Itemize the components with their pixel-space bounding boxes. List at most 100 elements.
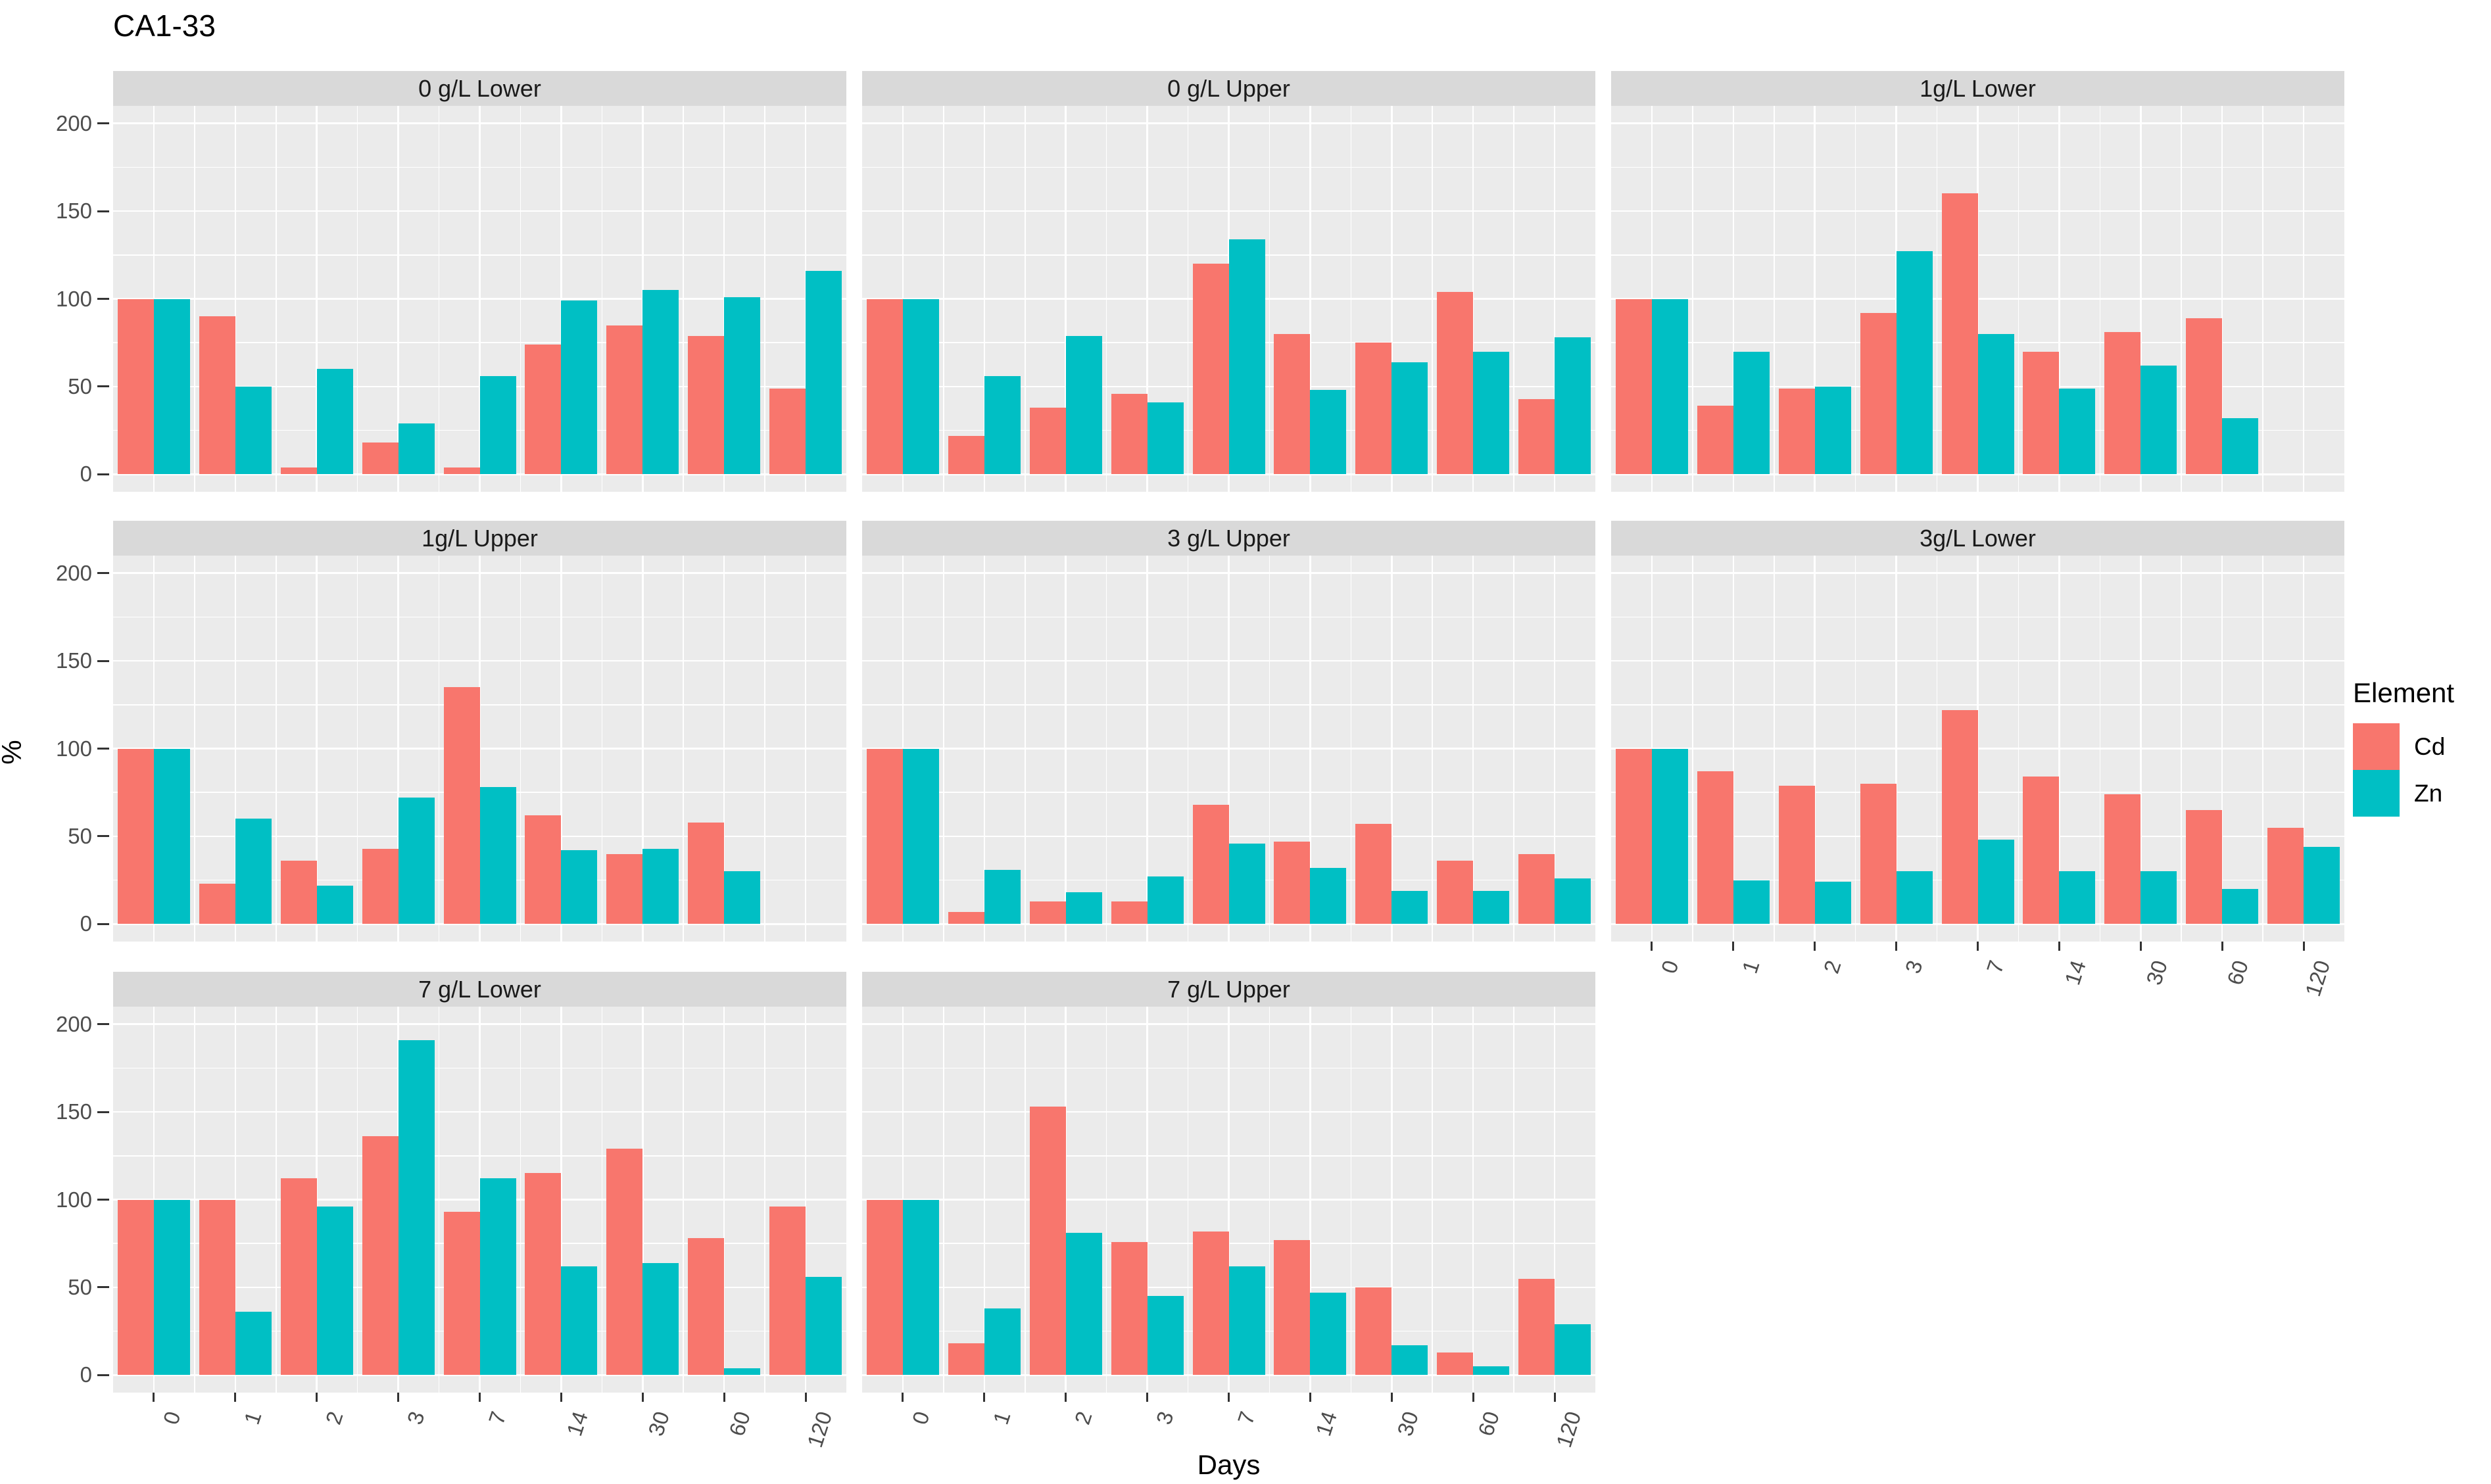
bar-zn (642, 1262, 679, 1376)
bar-zn (316, 1207, 353, 1376)
bar-cd (948, 911, 984, 924)
bar-zn (2304, 846, 2340, 924)
bar-zn (479, 375, 516, 475)
gridline-v-minor (683, 1007, 684, 1393)
facet-title: 3 g/L Upper (1167, 524, 1290, 552)
bar-zn (1977, 333, 2014, 475)
facet-strip: 3 g/L Upper (862, 521, 1595, 556)
gridline-v-minor (1774, 556, 1775, 942)
bar-zn (1147, 402, 1184, 475)
x-tick-label-text: 60 (1473, 1408, 1505, 1439)
x-axis-tick (2302, 942, 2305, 951)
bar-cd (2267, 827, 2304, 924)
y-tick-label: 0 (80, 911, 92, 936)
gridline-v-minor (1936, 556, 1938, 942)
bar-cd (1941, 193, 1978, 475)
bar-zn (1310, 390, 1347, 475)
gridline-v-major (1391, 1007, 1393, 1393)
bar-cd (525, 815, 562, 924)
x-axis-tick (397, 1393, 400, 1402)
facet-title: 0 g/L Lower (418, 74, 541, 102)
bar-zn (153, 1199, 190, 1376)
bar-zn (1555, 1324, 1591, 1376)
bar-cd (1111, 1241, 1148, 1376)
bar-cd (2104, 794, 2141, 924)
bar-cd (1615, 299, 1652, 475)
plot-title: CA1-33 (113, 9, 216, 43)
x-tick-label-text: 0 (907, 1408, 934, 1427)
x-tick-label-text: 7 (1232, 1408, 1260, 1427)
bar-cd (362, 848, 399, 924)
gridline-v-major (397, 556, 399, 942)
gridline-v-minor (601, 106, 603, 492)
gridline-v-minor (2099, 106, 2101, 492)
gridline-v-major (560, 556, 562, 942)
legend-entries: Cd Zn (2353, 723, 2454, 817)
x-axis-tick (1309, 1393, 1311, 1402)
gridline-v-major (1146, 106, 1148, 492)
x-axis-tick (1228, 1393, 1230, 1402)
gridline-v-major (1146, 556, 1148, 942)
legend: Element Cd Zn (2353, 677, 2454, 817)
bar-cd (1860, 783, 1897, 924)
gridline-v-major (983, 106, 986, 492)
gridline-v-minor (2018, 106, 2019, 492)
bar-zn (806, 1276, 842, 1376)
facet-panel (1611, 106, 2344, 492)
bar-zn (479, 1178, 516, 1376)
legend-entry-zn: Zn (2353, 770, 2454, 817)
bar-cd (606, 853, 643, 924)
x-tick-label-text: 7 (1981, 957, 2009, 976)
gridline-v-minor (943, 1007, 944, 1393)
gridline-v-major (2221, 556, 2223, 942)
legend-key-zn (2353, 770, 2400, 817)
gridline-v-major (1309, 556, 1311, 942)
bar-cd (525, 344, 562, 475)
gridline-v-major (1309, 1007, 1311, 1393)
bar-zn (902, 299, 939, 475)
bar-zn (1733, 880, 1770, 924)
bar-cd (280, 861, 317, 924)
bar-cd (1518, 1278, 1555, 1376)
x-tick-label-text: 7 (483, 1408, 511, 1427)
bar-zn (1228, 239, 1265, 475)
gridline-v-major (560, 106, 562, 492)
gridline-v-minor (276, 106, 277, 492)
y-tick-label: 150 (55, 199, 92, 224)
bar-zn (316, 369, 353, 475)
bar-cd (362, 443, 399, 475)
bar-cd (1192, 1231, 1229, 1376)
gridline-v-minor (2262, 106, 2263, 492)
facet-strip: 7 g/L Lower (113, 972, 846, 1007)
y-tick-label: 150 (55, 648, 92, 673)
gridline-v-major (316, 1007, 318, 1393)
gridline-v-minor (2262, 556, 2263, 942)
y-tick-label: 200 (55, 560, 92, 585)
x-axis-tick (1146, 1393, 1149, 1402)
bar-zn (398, 1040, 435, 1376)
gridline-v-major (983, 1007, 986, 1393)
gridline-v-major (642, 556, 644, 942)
bar-cd (1778, 388, 1815, 475)
y-axis-tick (97, 473, 109, 475)
y-axis-tick (97, 210, 109, 212)
y-axis-tick (97, 659, 109, 662)
bar-zn (1147, 1296, 1184, 1376)
facet-strip: 1g/L Upper (113, 521, 846, 556)
bar-zn (984, 375, 1021, 475)
bar-cd (1355, 343, 1392, 475)
gridline-v-major (1472, 106, 1474, 492)
bar-zn (642, 848, 679, 924)
bar-cd (1860, 312, 1897, 475)
gridline-v-minor (520, 556, 521, 942)
bar-cd (1437, 1352, 1474, 1376)
bar-cd (606, 1149, 643, 1376)
x-tick-label-text: 2 (1070, 1408, 1097, 1427)
gridline-v-minor (1350, 106, 1352, 492)
bar-zn (316, 885, 353, 924)
bar-cd (2023, 777, 2060, 924)
x-axis-tick (1977, 942, 1979, 951)
gridline-v-minor (1187, 1007, 1189, 1393)
bar-zn (2059, 871, 2096, 924)
gridline-v-minor (1774, 106, 1775, 492)
